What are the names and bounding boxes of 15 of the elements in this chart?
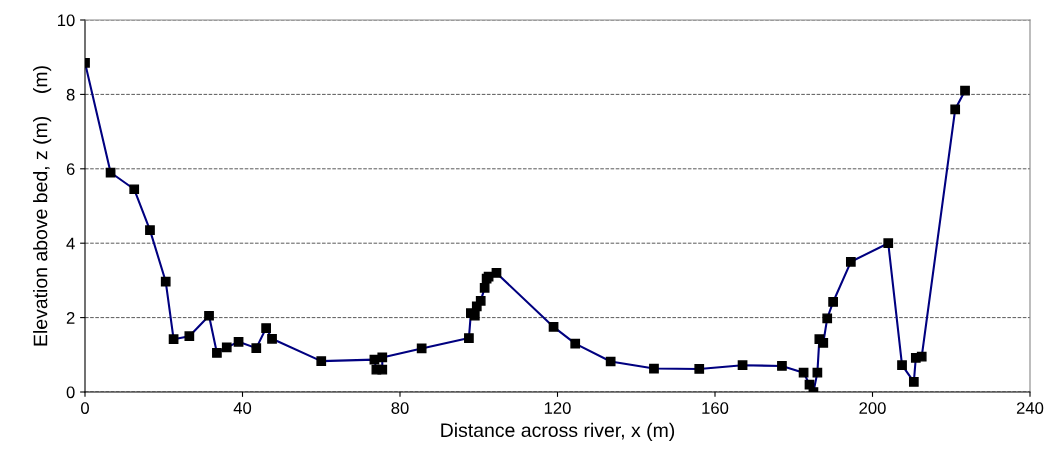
y-tick-label: 0 bbox=[66, 386, 75, 399]
x-tick-label: 40 bbox=[233, 402, 252, 414]
x-tick-label: 240 bbox=[1016, 402, 1044, 414]
y-axis-title: Elevation above bed, z (m) (m) bbox=[33, 66, 52, 346]
y-tick-label: 6 bbox=[66, 163, 75, 175]
x-tick-label: 0 bbox=[81, 402, 89, 414]
x-tick-label: 120 bbox=[544, 402, 571, 414]
x-tick-label: 160 bbox=[702, 402, 729, 414]
x-tick-label: 80 bbox=[391, 402, 409, 414]
y-tick-label: 8 bbox=[66, 88, 75, 101]
x-tick-label: 200 bbox=[859, 402, 886, 414]
x-axis-title: Distance across river, x (m) bbox=[441, 422, 675, 441]
y-tick-label: 4 bbox=[66, 237, 75, 250]
y-tick-label: 2 bbox=[66, 312, 75, 324]
y-tick-label: 10 bbox=[58, 14, 75, 27]
